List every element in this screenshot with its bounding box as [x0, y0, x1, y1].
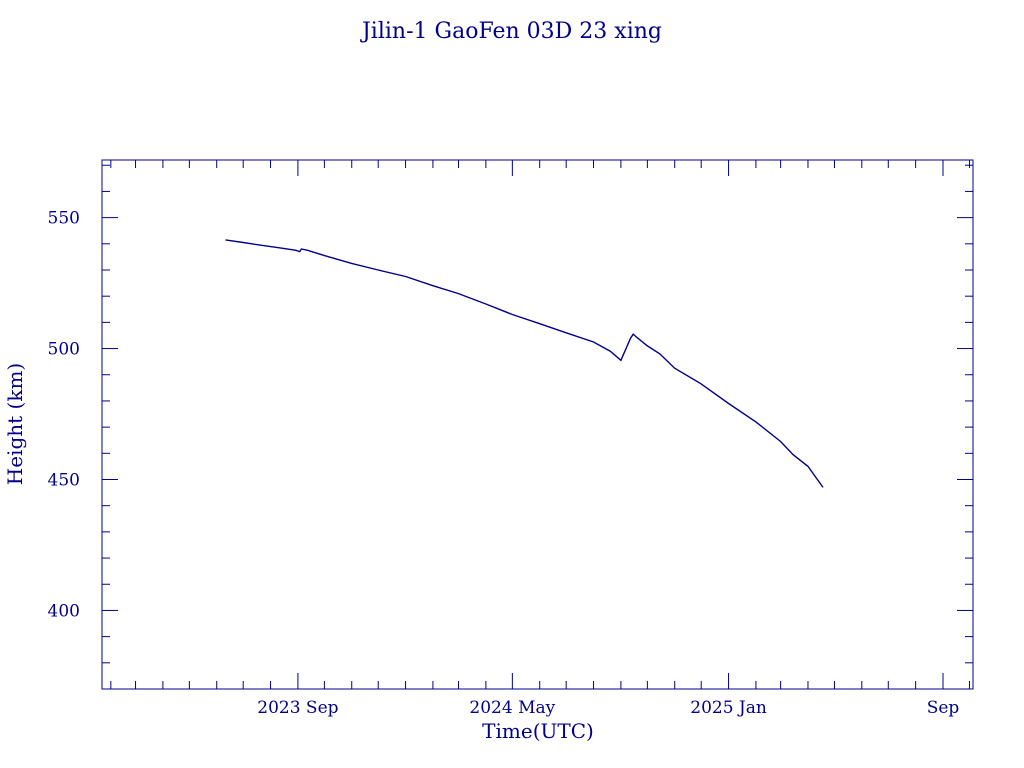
- y-tick-label: 500: [48, 340, 80, 360]
- y-tick-label: 550: [48, 209, 80, 229]
- y-axis-label: Height (km): [3, 363, 27, 485]
- x-tick-label: 2024 May: [469, 698, 555, 718]
- x-tick-label: 2023 Sep: [257, 698, 338, 718]
- chart-title: Jilin-1 GaoFen 03D 23 xing: [360, 19, 662, 44]
- y-tick-label: 400: [48, 601, 80, 621]
- series-line: [225, 239, 824, 488]
- x-axis: 2023 Sep 2024 May 2025 Jan Sep: [110, 160, 970, 718]
- x-tick-label: 2025 Jan: [690, 698, 767, 718]
- x-axis-label: Time(UTC): [482, 719, 594, 743]
- x-tick-label: Sep: [927, 698, 960, 718]
- y-axis: 400 450 500 550: [48, 164, 973, 690]
- y-tick-label: 450: [48, 470, 80, 490]
- plot-frame: [101, 159, 974, 690]
